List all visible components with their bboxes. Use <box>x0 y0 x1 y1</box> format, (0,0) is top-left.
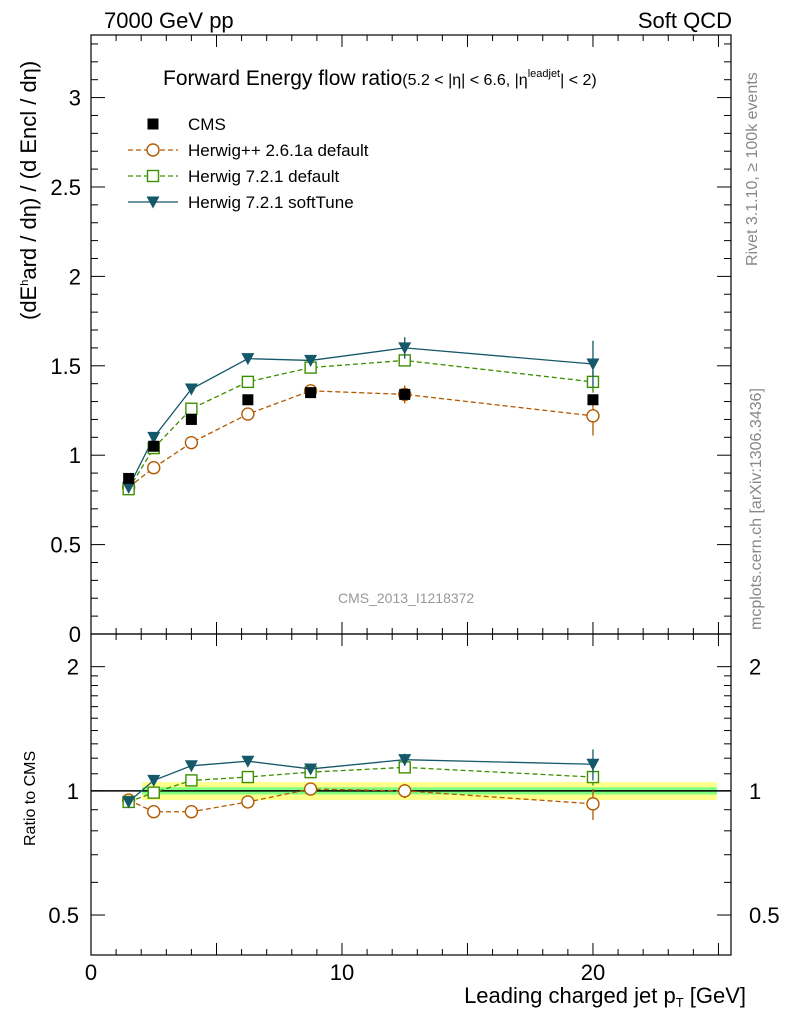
ratio-herwig-721-default-point <box>185 774 198 787</box>
legend-label-herwig-721-default: Herwig 7.2.1 default <box>188 167 339 186</box>
ratio-herwig-721-default-point <box>241 770 255 784</box>
legend-marker-herwig-721-default <box>146 169 160 183</box>
main-herwig-721-softtune-point <box>184 383 198 396</box>
legend-label-herwigpp-261a: Herwig++ 2.6.1a default <box>188 141 369 160</box>
main-cms-point <box>305 387 317 399</box>
x-axis-label-sub: T <box>675 995 684 1010</box>
ratio-herwigpp-261a-point <box>398 784 412 798</box>
ratio-plot-frame <box>90 633 732 956</box>
ratio-herwigpp-261a-point <box>303 782 318 796</box>
ratio-herwig-721-softtune-point <box>398 754 412 767</box>
legend-marker-cms <box>147 118 159 130</box>
ratio-herwig-721-softtune-point <box>147 774 161 787</box>
ratio-herwig-721-softtune-point <box>586 758 600 771</box>
main-cms-point <box>242 394 254 406</box>
ratio-herwig-721-softtune-point <box>184 760 198 773</box>
x-axis-label-b: [GeV] <box>683 983 746 1008</box>
main-cms-point <box>148 440 160 452</box>
main-y-tick-label: 3 <box>69 86 81 111</box>
main-y-tick-label: 2 <box>69 264 81 289</box>
legend-label-cms: CMS <box>188 115 226 134</box>
ratio-y-tick-label-right: 0.5 <box>749 903 780 928</box>
ratio-panel: 0 10 20 0.5 0.5 1 1 2 2 <box>48 633 780 985</box>
main-y-tick-label: 0 <box>69 622 81 647</box>
ratio-y-tick-label-right: 1 <box>749 779 761 804</box>
main-cms-point <box>399 388 411 400</box>
main-herwigpp-261a-point <box>184 435 199 450</box>
main-herwig-721-softtune-point <box>398 342 412 355</box>
ratio-herwigpp-261a-point <box>147 805 161 819</box>
main-y-axis-label-b: ard / dη) / (d Encl / dη) <box>16 60 41 280</box>
main-herwig-721-softtune-point <box>147 431 161 444</box>
main-herwig-721-default-point <box>241 375 255 389</box>
main-cms-point <box>587 394 599 406</box>
main-herwigpp-261a-line <box>128 390 594 488</box>
ratio-herwigpp-261a-point <box>184 805 199 819</box>
main-y-tick-label: 1.5 <box>50 354 81 379</box>
x-axis-label: Leading charged jet pT [GeV] <box>464 983 746 1010</box>
main-herwig-721-default-point <box>185 402 198 415</box>
main-herwigpp-261a-point <box>147 461 161 475</box>
header-right-label: Soft QCD <box>637 8 732 33</box>
main-y-tick-label: 1 <box>69 443 81 468</box>
legend: CMS Herwig++ 2.6.1a default Herwig 7.2.1 d… <box>128 115 369 212</box>
rivet-version-label: Rivet 3.1.10, ≥ 100k events <box>744 72 761 266</box>
header-left-label: 7000 GeV pp <box>104 8 234 33</box>
legend-marker-herwig-721-softtune <box>146 196 160 209</box>
ratio-herwig-721-softtune-point <box>241 755 255 768</box>
x-tick-label: 20 <box>581 960 605 985</box>
x-axis-label-a: Leading charged jet p <box>464 983 676 1008</box>
legend-marker-herwigpp-261a <box>146 143 160 157</box>
chart-title-main: Forward Energy flow ratio <box>163 67 403 90</box>
ratio-herwig-721-default-point <box>147 786 160 799</box>
ratio-y-tick-label: 2 <box>67 655 79 680</box>
ratio-y-axis-label: Ratio to CMS <box>22 750 39 846</box>
main-herwig-721-softtune-point <box>304 354 318 367</box>
ratio-y-tick-label-right: 2 <box>749 655 761 680</box>
ratio-herwig-721-softtune-point <box>122 796 136 809</box>
main-herwig-721-default-line <box>128 359 594 490</box>
ratio-herwigpp-261a-point <box>586 797 600 811</box>
main-y-tick-label: 2.5 <box>50 175 81 200</box>
x-tick-label: 10 <box>330 960 354 985</box>
main-herwig-721-softtune-point <box>122 481 136 494</box>
main-y-tick-label: 0.5 <box>50 533 81 558</box>
ratio-y-tick-label: 0.5 <box>48 903 79 928</box>
analysis-watermark: CMS_2013_I1218372 <box>338 590 475 606</box>
ratio-herwig-721-softtune-point <box>304 763 318 776</box>
main-panel: 0 0.5 1 1.5 2 2.5 3 CMS Herwig++ 2.6.1a default H… <box>50 34 732 647</box>
chart-title: Forward Energy flow ratio(5.2 < |η| < 6.… <box>163 67 597 91</box>
main-herwig-721-softtune-point <box>241 353 255 366</box>
main-y-axis-label: (dEhard / dη) / (d Encl / dη) <box>16 61 42 320</box>
main-herwigpp-261a-point <box>241 407 255 421</box>
main-y-axis-label-a: (dE <box>16 285 41 320</box>
main-herwig-721-softtune-point <box>586 358 600 371</box>
main-herwigpp-261a-point <box>586 409 600 423</box>
chart-title-cut-a: (5.2 < |η| < 6.6, |η <box>402 72 528 89</box>
ratio-y-tick-label: 1 <box>67 779 79 804</box>
chart-title-cut-sup: leadjet <box>527 68 561 80</box>
main-herwig-721-softtune-line <box>128 347 594 488</box>
main-cms-point <box>185 413 197 425</box>
chart-title-cut-b: | < 2) <box>560 72 597 89</box>
main-plot-frame <box>90 34 732 635</box>
ratio-herwigpp-261a-point <box>241 795 255 809</box>
main-cms-point <box>123 472 135 484</box>
legend-label-herwig-721-softtune: Herwig 7.2.1 softTune <box>188 193 354 212</box>
main-y-axis-label-sup: h <box>19 279 31 286</box>
mcplots-reference-label: mcplots.cern.ch [arXiv:1306.3436] <box>748 388 765 630</box>
x-tick-label: 0 <box>85 960 97 985</box>
